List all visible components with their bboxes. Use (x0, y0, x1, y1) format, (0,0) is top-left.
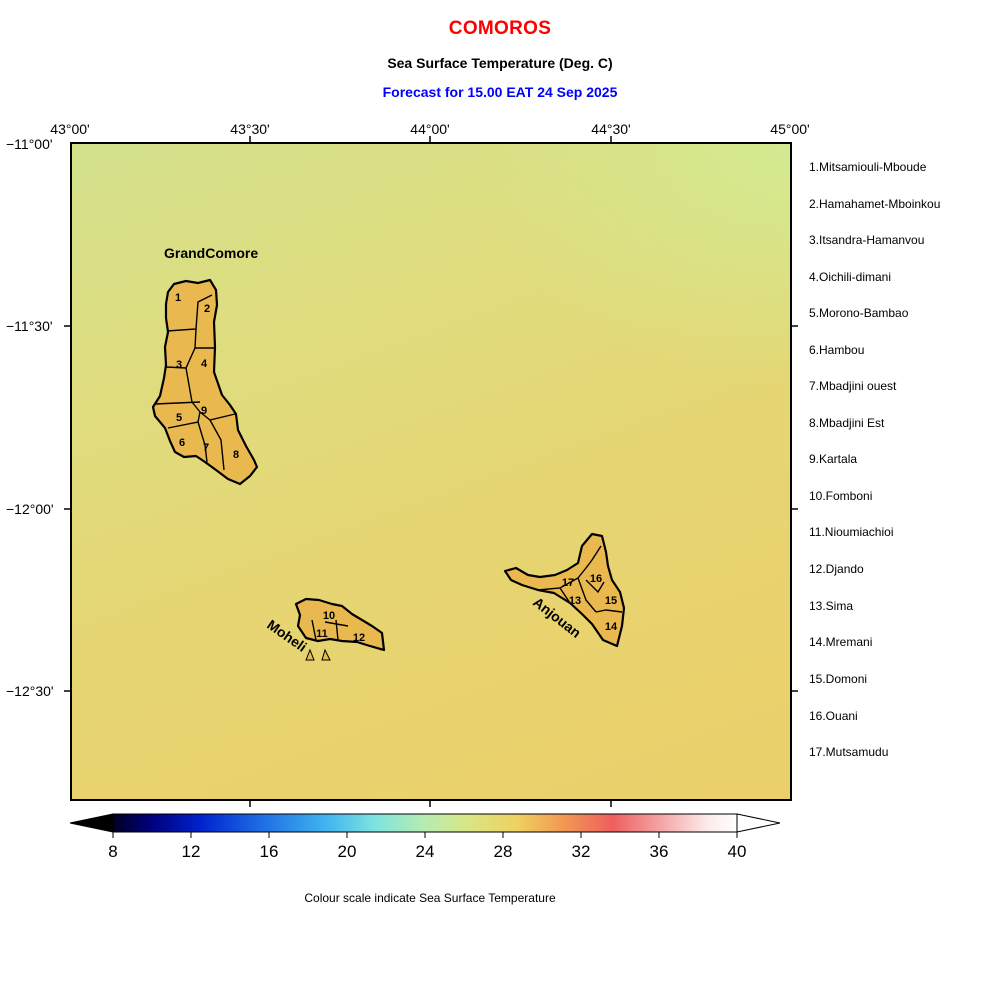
legend-item-5: 5.Morono-Bambao (809, 306, 909, 320)
legend-item-11: 11.Nioumiachioi (809, 525, 894, 539)
region-num-4: 4 (201, 358, 208, 370)
island-label-grand-comore: GrandComore (164, 245, 258, 261)
region-num-2: 2 (204, 303, 210, 315)
region-num-7: 7 (203, 442, 209, 454)
region-num-8: 8 (233, 449, 239, 461)
region-num-15: 15 (605, 595, 617, 607)
colorbar-tick-12: 12 (181, 842, 201, 861)
legend-item-3: 3.Itsandra-Hamanvou (809, 233, 925, 247)
colorbar (69, 813, 781, 838)
sst-map: 1 2 3 4 5 6 7 8 9 10 11 12 13 14 15 16 1… (70, 142, 792, 801)
region-num-10: 10 (323, 610, 335, 622)
colorbar-tick-28: 28 (493, 842, 513, 861)
legend-item-2: 2.Hamahamet-Mboinkou (809, 197, 941, 211)
legend-item-4: 4.Oichili-dimani (809, 270, 892, 284)
region-num-3: 3 (176, 359, 182, 371)
region-num-17: 17 (562, 577, 574, 589)
lon-label-43-00: 43°00' (50, 121, 90, 137)
region-num-14: 14 (605, 621, 618, 633)
colorbar-caption: Colour scale indicate Sea Surface Temper… (304, 891, 556, 905)
colorbar-tick-24: 24 (415, 842, 435, 861)
region-num-13: 13 (569, 595, 581, 607)
legend-item-9: 9.Kartala (809, 452, 858, 466)
colorbar-tick-36: 36 (649, 842, 669, 861)
legend-item-13: 13.Sima (809, 599, 854, 613)
lon-label-44-00: 44°00' (410, 121, 450, 137)
region-num-9: 9 (201, 405, 207, 417)
legend-item-1: 1.Mitsamiouli-Mboude (809, 160, 927, 174)
colorbar-tick-16: 16 (259, 842, 279, 861)
region-num-12: 12 (353, 632, 365, 644)
lat-label-12-00: −12°00' (6, 501, 54, 517)
anjouan-island (503, 532, 626, 648)
lat-label-11-30: −11°30' (6, 318, 53, 334)
lat-label-12-30: −12°30' (6, 683, 54, 699)
lon-label-43-30: 43°30' (230, 121, 270, 137)
lon-label-44-30: 44°30' (591, 121, 631, 137)
legend-item-15: 15.Domoni (809, 672, 868, 686)
colorbar-tick-32: 32 (571, 842, 591, 861)
legend-item-8: 8.Mbadjini Est (809, 416, 885, 430)
map-subtitle: Sea Surface Temperature (Deg. C) (387, 55, 613, 71)
legend-item-10: 10.Fomboni (809, 489, 873, 503)
region-num-1: 1 (175, 292, 181, 304)
forecast-time: Forecast for 15.00 EAT 24 Sep 2025 (382, 84, 618, 100)
grand-comore-island (151, 278, 259, 486)
moheli-islets (305, 648, 331, 661)
region-num-16: 16 (590, 573, 602, 585)
map-title: COMOROS (448, 18, 552, 39)
region-borders (154, 294, 623, 641)
legend-item-17: 17.Mutsamudu (809, 745, 889, 759)
lon-label-45-00: 45°00' (770, 121, 810, 137)
lat-label-11-00: −11°00' (6, 136, 53, 152)
legend-item-12: 12.Djando (809, 562, 864, 576)
legend-item-7: 7.Mbadjini ouest (809, 379, 897, 393)
colorbar-tick-8: 8 (108, 842, 118, 861)
legend-item-6: 6.Hambou (809, 343, 865, 357)
region-num-11: 11 (316, 628, 328, 640)
region-num-5: 5 (176, 412, 182, 424)
colorbar-tick-40: 40 (727, 842, 747, 861)
region-num-6: 6 (179, 437, 185, 449)
legend-item-16: 16.Ouani (809, 709, 858, 723)
legend-item-14: 14.Mremani (809, 635, 873, 649)
colorbar-tick-20: 20 (337, 842, 357, 861)
